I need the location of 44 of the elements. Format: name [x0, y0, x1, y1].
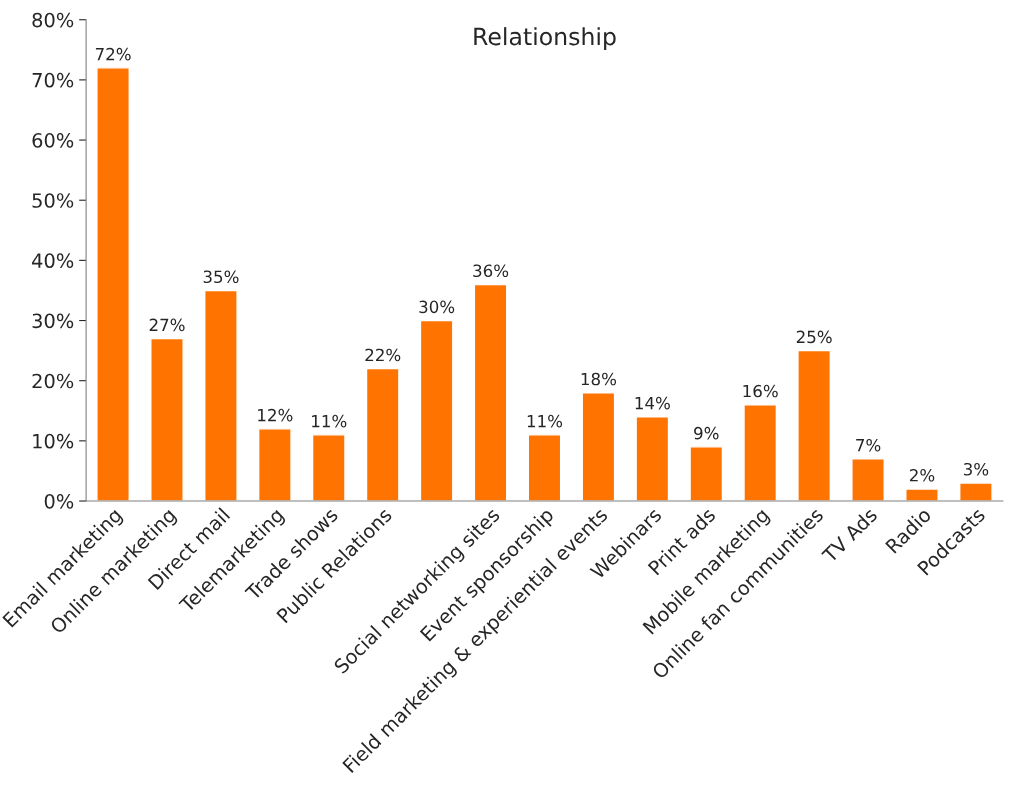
y-tick-label: 60%: [32, 133, 74, 148]
data-label: 30%: [419, 300, 455, 314]
data-label: 12%: [258, 408, 293, 422]
y-tick-label: 80%: [32, 12, 74, 28]
bar: [365, 367, 400, 502]
data-label: 14%: [635, 396, 670, 410]
y-tick-label: 30%: [32, 313, 74, 329]
bar: [419, 319, 454, 502]
data-label: 25%: [796, 330, 832, 344]
bar: [635, 416, 670, 502]
data-label: 11%: [527, 414, 563, 428]
y-tick-label: 20%: [32, 373, 74, 389]
bar: [527, 434, 562, 502]
bar: [851, 458, 885, 502]
data-label: 16%: [743, 384, 778, 398]
bar: [311, 434, 346, 502]
bar: [743, 404, 778, 502]
data-label: 2%: [909, 468, 935, 482]
bar: [959, 482, 993, 502]
data-label: 9%: [694, 426, 719, 440]
data-label: 18%: [581, 372, 617, 386]
bar: [581, 392, 616, 502]
data-label: 36%: [473, 264, 509, 278]
y-tick-label: 50%: [32, 193, 74, 208]
y-tick-label: 0%: [44, 493, 74, 509]
data-label: 3%: [963, 462, 989, 476]
chart-title: Relationship: [474, 27, 616, 50]
data-label: 22%: [365, 348, 401, 362]
data-label: 72%: [95, 47, 131, 61]
bar: [204, 289, 238, 502]
y-tick-label: 10%: [33, 433, 74, 449]
bar: [797, 349, 831, 502]
bar: [150, 337, 184, 502]
bar: [689, 446, 724, 502]
data-label: 35%: [203, 270, 239, 284]
bar: [473, 283, 508, 502]
bar: [257, 428, 292, 502]
bar: [96, 67, 130, 502]
y-tick-label: 40%: [32, 253, 74, 269]
bar: [905, 488, 939, 502]
data-label: 7%: [856, 438, 881, 452]
y-tick-label: 70%: [32, 72, 74, 88]
data-label: 11%: [312, 414, 347, 428]
data-label: 27%: [149, 318, 185, 332]
